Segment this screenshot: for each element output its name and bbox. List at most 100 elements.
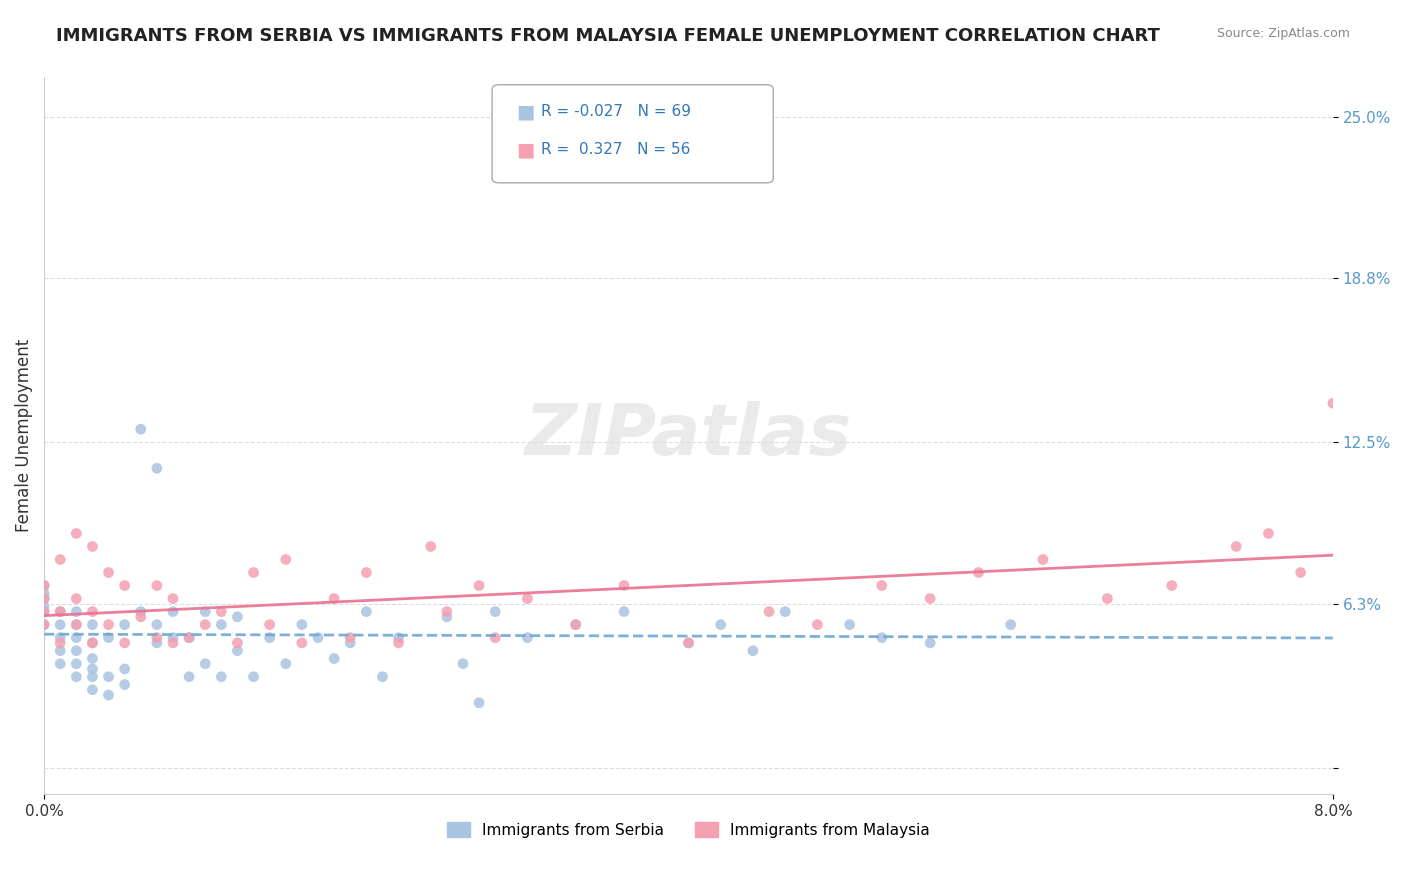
Point: [259, 631, 281, 645]
Text: R = -0.027   N = 69: R = -0.027 N = 69: [541, 104, 692, 119]
Point: [97, 617, 120, 632]
Text: Source: ZipAtlas.com: Source: ZipAtlas.com: [1216, 27, 1350, 40]
Point: [82, 651, 104, 665]
Point: [49, 636, 72, 650]
Point: [65, 617, 87, 632]
Point: [226, 643, 249, 657]
Point: [274, 657, 297, 671]
Point: [838, 617, 860, 632]
Point: [274, 552, 297, 566]
Point: [870, 578, 893, 592]
Point: [242, 566, 264, 580]
Point: [32, 605, 55, 619]
Point: [484, 631, 506, 645]
Point: [32, 617, 55, 632]
Point: [613, 605, 636, 619]
Point: [82, 636, 104, 650]
Point: [436, 610, 458, 624]
Point: [920, 636, 942, 650]
Point: [1289, 566, 1312, 580]
Point: [356, 566, 378, 580]
Point: [32, 578, 55, 592]
Point: [419, 540, 441, 554]
Point: [758, 605, 780, 619]
Text: ■: ■: [516, 102, 534, 121]
Point: [870, 631, 893, 645]
Point: [436, 605, 458, 619]
Point: [65, 617, 87, 632]
Point: [162, 605, 184, 619]
Point: [710, 617, 733, 632]
Point: [1225, 540, 1247, 554]
Point: [387, 636, 409, 650]
Point: [146, 631, 169, 645]
Point: [1402, 540, 1406, 554]
Point: [114, 662, 136, 676]
Point: [371, 670, 394, 684]
Point: [162, 591, 184, 606]
Text: IMMIGRANTS FROM SERBIA VS IMMIGRANTS FROM MALAYSIA FEMALE UNEMPLOYMENT CORRELATI: IMMIGRANTS FROM SERBIA VS IMMIGRANTS FRO…: [56, 27, 1160, 45]
Point: [226, 636, 249, 650]
Point: [32, 578, 55, 592]
Point: [806, 617, 828, 632]
Point: [613, 578, 636, 592]
Point: [1032, 552, 1054, 566]
Point: [356, 605, 378, 619]
Point: [451, 657, 474, 671]
Point: [162, 636, 184, 650]
Point: [920, 591, 942, 606]
Point: [49, 617, 72, 632]
Point: [65, 670, 87, 684]
Point: [97, 670, 120, 684]
Point: [129, 610, 152, 624]
Point: [177, 631, 200, 645]
Point: [387, 631, 409, 645]
Point: [65, 605, 87, 619]
Point: [259, 617, 281, 632]
Point: [323, 591, 346, 606]
Point: [146, 636, 169, 650]
Point: [1257, 526, 1279, 541]
Point: [146, 617, 169, 632]
Point: [32, 591, 55, 606]
Point: [82, 605, 104, 619]
Point: [114, 677, 136, 691]
Point: [1322, 396, 1344, 410]
Point: [65, 657, 87, 671]
Point: [32, 591, 55, 606]
Point: [177, 670, 200, 684]
Point: [82, 540, 104, 554]
Point: [114, 636, 136, 650]
Point: [129, 422, 152, 436]
Point: [177, 631, 200, 645]
Point: [678, 636, 700, 650]
Point: [82, 617, 104, 632]
Point: [162, 631, 184, 645]
Point: [65, 526, 87, 541]
Point: [97, 688, 120, 702]
Point: [194, 657, 217, 671]
Point: [1097, 591, 1119, 606]
Point: [1000, 617, 1022, 632]
Point: [146, 461, 169, 475]
Point: [82, 682, 104, 697]
Point: [564, 617, 586, 632]
Point: [742, 643, 765, 657]
Legend: Immigrants from Serbia, Immigrants from Malaysia: Immigrants from Serbia, Immigrants from …: [441, 815, 936, 844]
Point: [82, 636, 104, 650]
Point: [32, 586, 55, 600]
Point: [49, 631, 72, 645]
Point: [32, 617, 55, 632]
Point: [242, 670, 264, 684]
Text: ■: ■: [516, 140, 534, 160]
Point: [209, 617, 232, 632]
Point: [49, 643, 72, 657]
Text: ZIPatlas: ZIPatlas: [524, 401, 852, 470]
Point: [291, 636, 314, 650]
Point: [564, 617, 586, 632]
Point: [484, 605, 506, 619]
Point: [194, 605, 217, 619]
Point: [194, 617, 217, 632]
Point: [516, 631, 538, 645]
Point: [468, 578, 491, 592]
